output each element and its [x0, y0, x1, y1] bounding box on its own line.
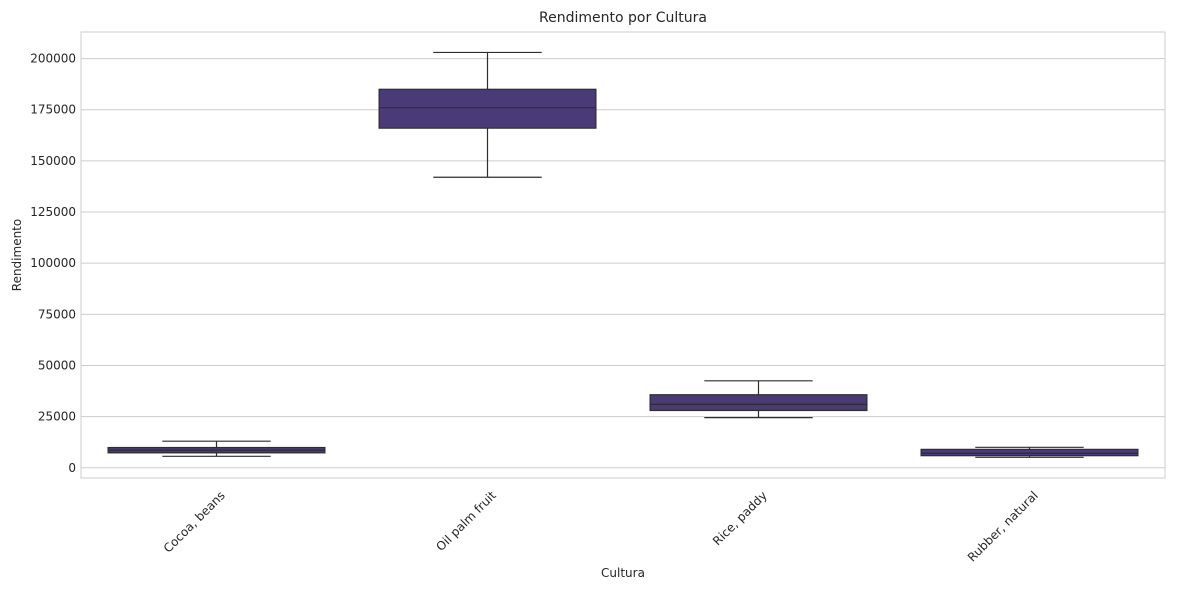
x-tick-label: Cocoa, beans [161, 488, 228, 555]
box-1 [378, 51, 597, 178]
y-tick-label: 125000 [30, 205, 76, 219]
box-0 [107, 440, 326, 457]
box-2 [649, 380, 868, 419]
x-tick-labels: Cocoa, beans Oil palm fruit Rice, paddy Rub… [161, 488, 1041, 564]
y-tick-labels: 0 25000 50000 75000 100000 125000 150000 175000… [30, 52, 76, 475]
y-tick-label: 50000 [38, 358, 76, 372]
x-tick-label: Rice, paddy [710, 488, 770, 548]
y-tick-label: 25000 [38, 410, 76, 424]
grid-lines [81, 58, 1165, 469]
x-axis-label: Cultura [601, 566, 645, 580]
chart-title: Rendimento por Cultura [539, 10, 707, 26]
box-body [378, 88, 597, 129]
y-tick-label: 200000 [30, 52, 76, 66]
plot-frame [80, 31, 1166, 479]
x-tick-label: Oil palm fruit [433, 488, 499, 554]
box-body [920, 448, 1139, 457]
boxes [107, 51, 1139, 458]
y-tick-label: 175000 [30, 103, 76, 117]
box-3 [920, 446, 1139, 458]
y-tick-label: 75000 [38, 307, 76, 321]
y-tick-label: 150000 [30, 154, 76, 168]
y-tick-label: 100000 [30, 256, 76, 270]
y-tick-label: 0 [68, 461, 76, 475]
y-axis-label: Rendimento [10, 219, 24, 291]
box-body [649, 394, 868, 412]
x-tick-label: Rubber, natural [965, 488, 1041, 564]
